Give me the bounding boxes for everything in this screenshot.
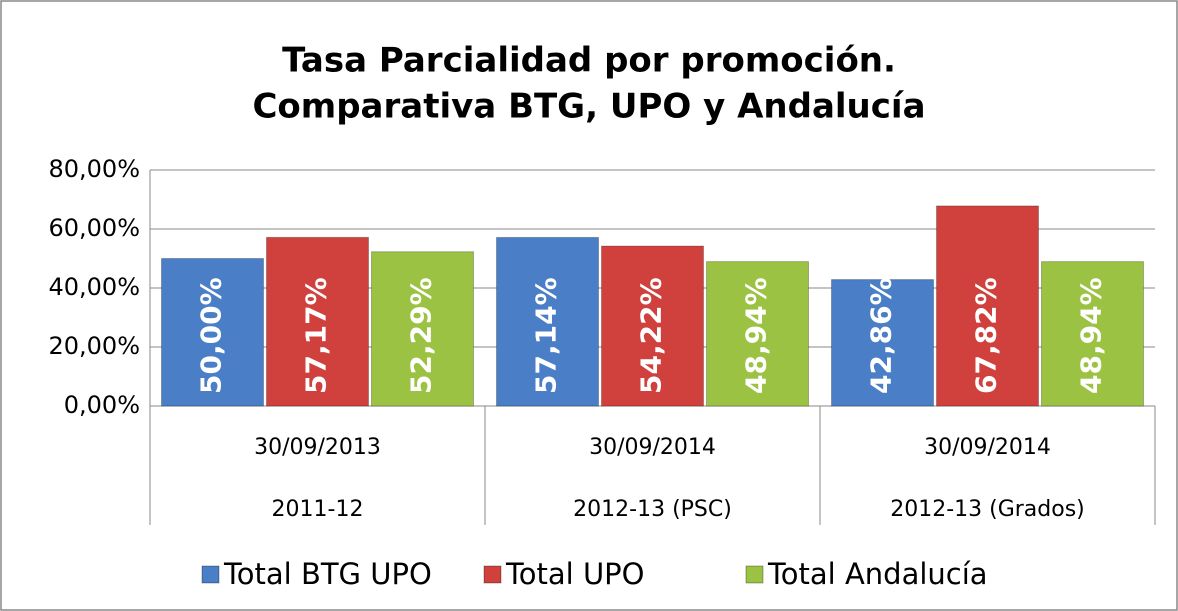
legend-swatch: [201, 565, 220, 584]
y-tick-label: 60,00%: [48, 214, 140, 242]
chart-title: Tasa Parcialidad por promoción.: [282, 41, 896, 81]
y-tick-label: 0,00%: [64, 391, 140, 419]
x-tick-label: 30/09/2014: [589, 435, 716, 460]
data-label: 48,94%: [740, 277, 773, 394]
y-tick-label: 20,00%: [48, 332, 140, 360]
x-group-label: 2012-13 (Grados): [890, 497, 1085, 522]
legend-label: Total UPO: [505, 557, 645, 591]
chart-title: Comparativa BTG, UPO y Andalucía: [252, 87, 925, 127]
data-label: 57,17%: [300, 277, 333, 394]
x-tick-label: 30/09/2013: [254, 435, 381, 460]
bar: [266, 236, 369, 407]
bar: [601, 245, 704, 407]
data-label: 42,86%: [865, 277, 898, 394]
data-label: 57,14%: [530, 277, 563, 394]
bar: [1041, 261, 1144, 407]
bar: [161, 258, 264, 407]
bar: [936, 205, 1039, 407]
legend-label: Total BTG UPO: [223, 557, 432, 591]
data-label: 48,94%: [1075, 277, 1108, 394]
x-group-label: 2012-13 (PSC): [573, 497, 732, 522]
bar: [831, 279, 934, 407]
legend-swatch: [745, 565, 764, 584]
data-label: 54,22%: [635, 277, 668, 394]
bar: [496, 236, 599, 407]
y-tick-label: 40,00%: [48, 273, 140, 301]
x-tick-label: 30/09/2014: [924, 435, 1051, 460]
bar: [371, 251, 474, 407]
legend-swatch: [483, 565, 502, 584]
data-label: 52,29%: [405, 277, 438, 394]
legend-label: Total Andalucía: [767, 557, 988, 591]
y-tick-label: 80,00%: [48, 155, 140, 183]
data-label: 67,82%: [970, 277, 1003, 394]
data-label: 50,00%: [195, 277, 228, 394]
x-group-label: 2011-12: [272, 497, 364, 522]
bar: [706, 261, 809, 407]
